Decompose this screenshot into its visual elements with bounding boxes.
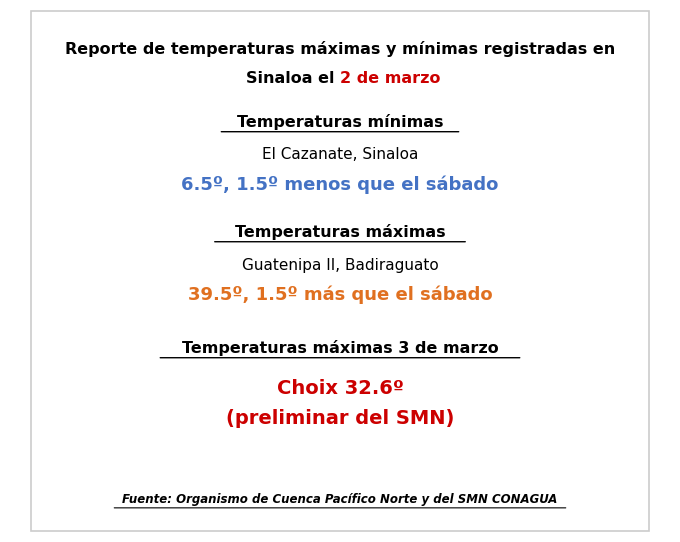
Text: Temperaturas mínimas: Temperaturas mínimas xyxy=(237,114,443,130)
Text: 6.5º, 1.5º menos que el sábado: 6.5º, 1.5º menos que el sábado xyxy=(182,175,498,193)
FancyBboxPatch shape xyxy=(31,11,649,531)
Text: 39.5º, 1.5º más que el sábado: 39.5º, 1.5º más que el sábado xyxy=(188,286,492,304)
Text: Guatenipa II, Badiraguato: Guatenipa II, Badiraguato xyxy=(241,258,439,273)
Text: Reporte de temperaturas máximas y mínimas registradas en: Reporte de temperaturas máximas y mínima… xyxy=(65,41,615,57)
Text: (preliminar del SMN): (preliminar del SMN) xyxy=(226,409,454,428)
Text: El Cazanate, Sinaloa: El Cazanate, Sinaloa xyxy=(262,147,418,162)
Text: Sinaloa el: Sinaloa el xyxy=(246,71,340,86)
Text: Choix 32.6º: Choix 32.6º xyxy=(277,379,403,398)
Text: Temperaturas máximas 3 de marzo: Temperaturas máximas 3 de marzo xyxy=(182,340,498,356)
Text: Fuente: Organismo de Cuenca Pacífico Norte y del SMN CONAGUA: Fuente: Organismo de Cuenca Pacífico Nor… xyxy=(122,493,558,506)
Text: 2 de marzo: 2 de marzo xyxy=(340,71,441,86)
Text: Temperaturas máximas: Temperaturas máximas xyxy=(235,224,445,240)
